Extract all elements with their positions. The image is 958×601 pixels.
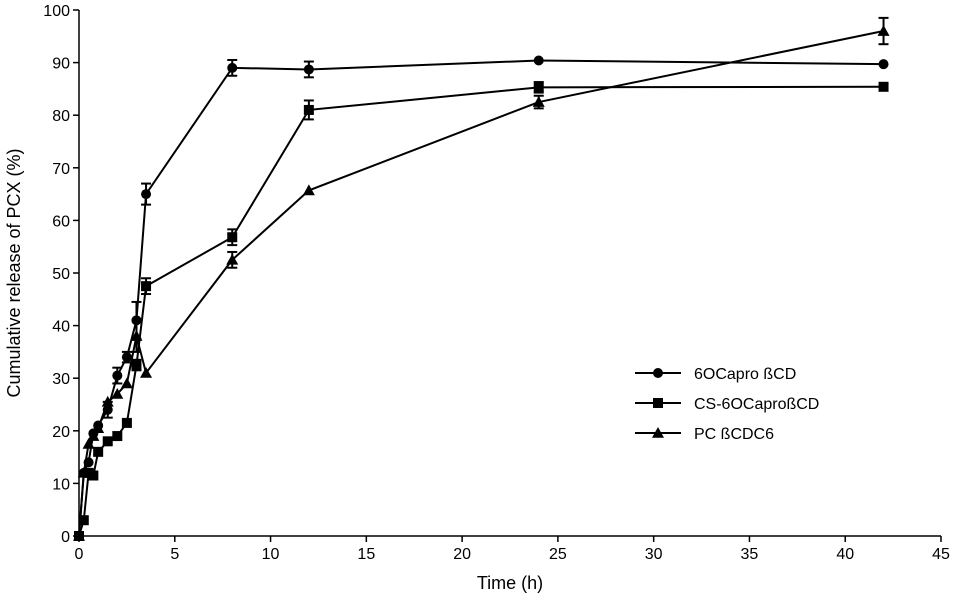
- y-tick-label: 90: [52, 56, 70, 73]
- axes-layer: 0 10 20 30 40 50 60 70 80 90 100 0 5 10 15 20 25 30 35 40 45: [43, 3, 950, 563]
- data-point-triangle: [87, 430, 100, 441]
- legend-entry-square: CS-6OCaproßCD: [635, 396, 819, 413]
- y-tick-label: 70: [52, 161, 70, 178]
- data-point-square: [102, 436, 113, 447]
- x-tick-label: 45: [932, 546, 950, 563]
- x-tick-label: 15: [357, 546, 375, 563]
- legend-entry-circle: 6OCapro ßCD: [635, 366, 796, 383]
- data-point-circle: [303, 64, 314, 75]
- data-point-triangle: [120, 377, 133, 389]
- data-point-square: [533, 82, 544, 93]
- y-tick-label: 0: [61, 529, 70, 546]
- y-tick-label: 30: [52, 371, 70, 388]
- legend-label: PC ßCDC6: [694, 426, 774, 443]
- data-point-square: [88, 470, 99, 481]
- data-point-circle: [533, 55, 544, 66]
- data-point-square: [878, 81, 889, 92]
- data-point-square: [227, 232, 238, 243]
- legend-label: 6OCapro ßCD: [694, 366, 796, 383]
- x-tick-label: 0: [75, 546, 84, 563]
- data-point-circle: [878, 59, 889, 70]
- data-point-circle: [141, 189, 152, 200]
- data-point-triangle: [877, 25, 890, 36]
- data-point-square: [112, 431, 123, 442]
- x-tick-label: 5: [170, 546, 179, 563]
- y-tick-label: 100: [43, 3, 70, 20]
- series-triangle: [73, 16, 890, 541]
- data-point-square: [131, 360, 142, 371]
- data-point-circle: [112, 370, 123, 381]
- series-layer: [73, 16, 890, 541]
- data-point-square: [303, 104, 314, 115]
- x-tick-label: 30: [645, 546, 663, 563]
- x-tick-label: 40: [836, 546, 854, 563]
- data-point-square: [121, 417, 132, 428]
- series-line-triangle: [78, 30, 884, 537]
- data-point-square: [78, 515, 89, 526]
- legend-marker-circle: [653, 368, 663, 378]
- data-point-triangle: [111, 387, 124, 399]
- legend-label: CS-6OCaproßCD: [694, 396, 819, 413]
- y-tick-label: 50: [52, 266, 70, 283]
- series-square: [74, 81, 889, 541]
- y-tick-label: 20: [52, 424, 70, 441]
- data-point-triangle: [101, 395, 114, 407]
- data-point-triangle: [226, 253, 239, 265]
- legend-marker-square: [653, 398, 663, 408]
- data-point-square: [141, 281, 152, 292]
- y-axis-label: Cumulative release of PCX (%): [4, 148, 24, 397]
- data-point-circle: [121, 352, 132, 363]
- data-point-triangle: [140, 366, 153, 378]
- x-tick-label: 25: [549, 546, 567, 563]
- data-point-triangle: [82, 437, 95, 449]
- series-line-square: [78, 85, 884, 537]
- data-point-square: [93, 446, 104, 457]
- data-point-triangle: [532, 96, 545, 107]
- x-tick-label: 20: [453, 546, 471, 563]
- legend-marker-triangle: [652, 427, 664, 438]
- y-tick-label: 60: [52, 213, 70, 230]
- y-tick-label: 40: [52, 319, 70, 336]
- data-point-triangle: [302, 184, 315, 196]
- legend: 6OCapro ßCD CS-6OCaproßCD PC ßCDC6: [635, 366, 819, 443]
- y-tick-label: 10: [52, 476, 70, 493]
- data-point-triangle: [73, 530, 85, 541]
- data-point-triangle: [77, 466, 90, 478]
- x-tick-label: 10: [262, 546, 280, 563]
- series-circle: [74, 55, 889, 541]
- x-tick-label: 35: [741, 546, 759, 563]
- data-point-triangle: [92, 422, 105, 433]
- x-axis-label: Time (h): [477, 573, 543, 593]
- legend-entry-triangle: PC ßCDC6: [635, 426, 774, 443]
- series-line-circle: [78, 59, 884, 537]
- data-point-circle: [227, 62, 238, 73]
- y-tick-label: 80: [52, 108, 70, 125]
- data-point-triangle: [130, 330, 143, 341]
